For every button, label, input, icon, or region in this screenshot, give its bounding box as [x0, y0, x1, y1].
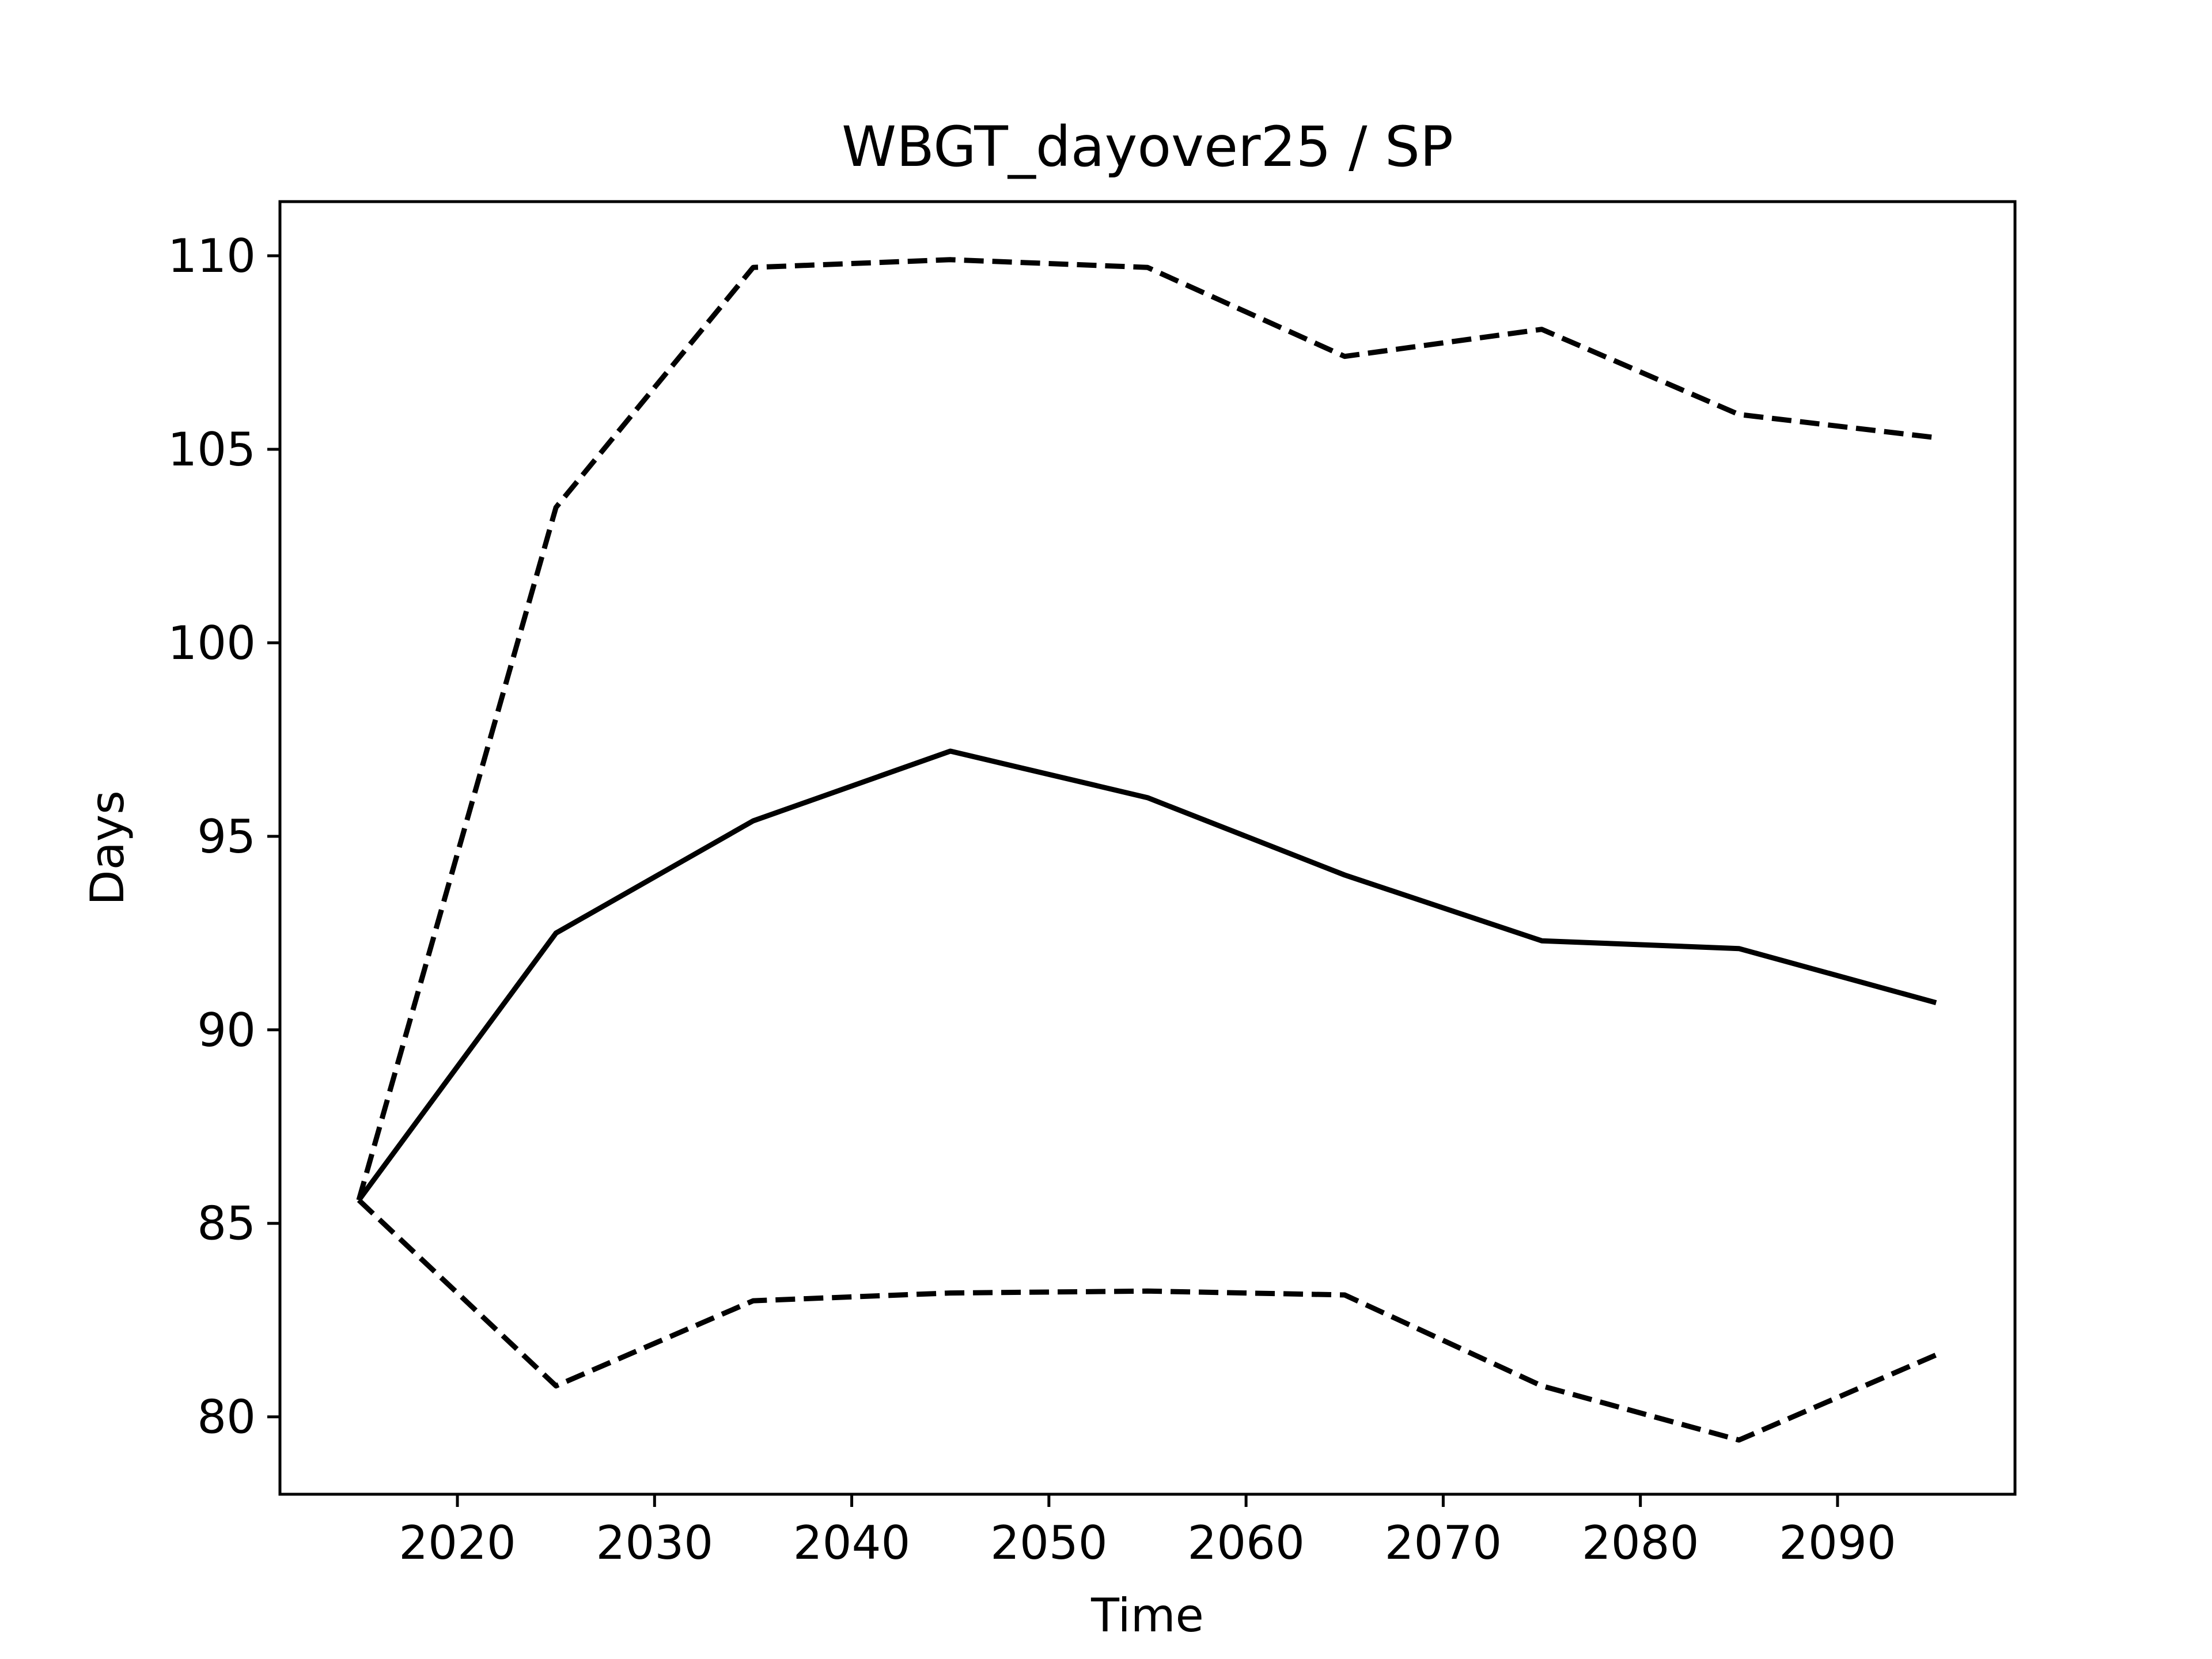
- series-lower-bound-line: [357, 1198, 1937, 1443]
- chart-title: WBGT_dayover25 / SP: [842, 115, 1453, 179]
- y-tick-label: 80: [197, 1391, 256, 1444]
- x-tick-label: 2070: [1385, 1516, 1502, 1570]
- y-tick-label: 95: [197, 810, 256, 863]
- y-tick-label: 90: [197, 1003, 256, 1057]
- y-tick-label: 110: [168, 229, 256, 283]
- y-axis-label: Days: [81, 790, 134, 906]
- x-tick-label: 2060: [1187, 1516, 1305, 1570]
- x-tick-label: 2040: [793, 1516, 911, 1570]
- series-mean-line: [357, 748, 1937, 1202]
- y-tick-label: 85: [197, 1197, 256, 1251]
- axes-frame: [278, 200, 2017, 1496]
- x-tick-label: 2020: [399, 1516, 516, 1570]
- y-tick-label: 100: [168, 616, 256, 670]
- x-axis-label: Time: [1090, 1589, 1204, 1642]
- x-tick-label: 2080: [1582, 1516, 1699, 1570]
- y-tick-label: 105: [168, 423, 256, 476]
- series-layer: [356, 257, 1937, 1443]
- x-tick-label: 2090: [1779, 1516, 1896, 1570]
- x-tick-label: 2030: [596, 1516, 714, 1570]
- x-tick-label: 2050: [990, 1516, 1108, 1570]
- series-upper-bound-line: [356, 257, 1937, 1201]
- x-axis: 2020 2030 2040 2050 2060 2070 2080 2090: [399, 1494, 1896, 1570]
- y-axis: 80 85 90 95 100 105 110: [168, 229, 280, 1444]
